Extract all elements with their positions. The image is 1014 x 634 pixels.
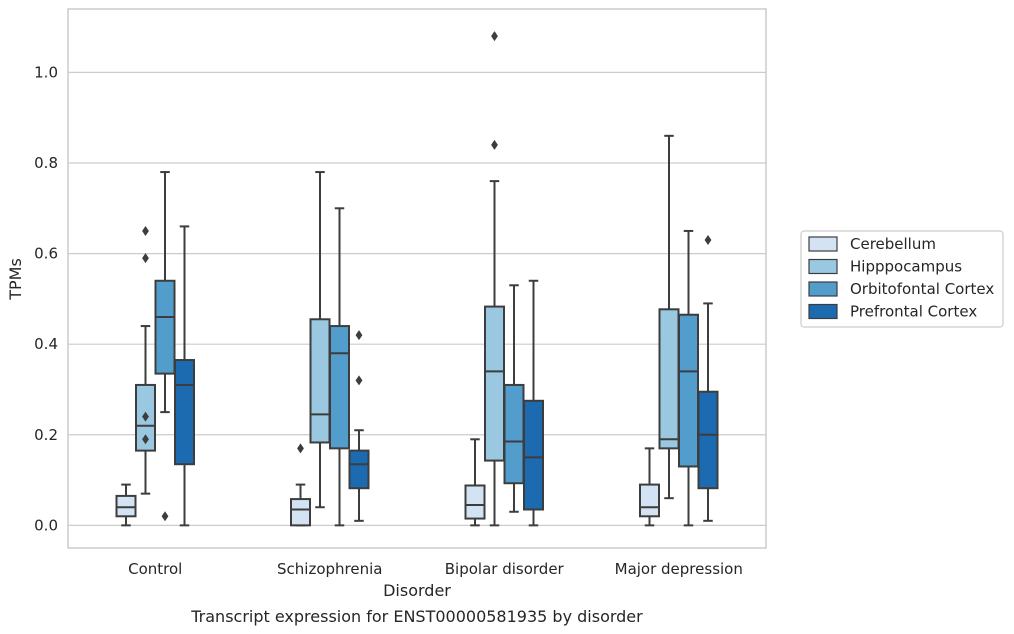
box <box>658 308 680 450</box>
y-axis-label: TPMs <box>6 258 25 301</box>
outlier-point <box>491 139 498 150</box>
y-tick-label: 0.2 <box>34 426 58 444</box>
legend-label: Hipppocampus <box>850 258 962 276</box>
y-tick-label: 0.0 <box>34 516 58 534</box>
box-hipppocampus <box>658 134 680 500</box>
box <box>503 383 525 485</box>
outlier-point <box>142 253 149 264</box>
box-prefrontal-cortex <box>523 279 544 527</box>
box-cerebellum <box>639 447 660 527</box>
outlier-point <box>355 375 363 386</box>
outlier-point <box>142 411 149 422</box>
outlier-point <box>142 225 149 236</box>
box-prefrontal-cortex <box>697 235 719 522</box>
outlier-point <box>355 330 363 341</box>
box <box>678 313 699 468</box>
x-axis-ticks: Control Schizophrenia Bipolar disorder Majo… <box>128 560 743 578</box>
box <box>464 484 486 520</box>
y-axis-ticks: 0.0 0.2 0.4 0.6 0.8 1.0 <box>34 63 58 534</box>
x-tick-label: Bipolar disorder <box>445 560 565 578</box>
box <box>329 325 350 450</box>
y-tick-label: 0.6 <box>34 245 58 263</box>
x-tick-label: Control <box>128 560 182 578</box>
box <box>154 279 176 375</box>
box-prefrontal-cortex <box>174 225 195 527</box>
box <box>639 483 660 518</box>
y-tick-label: 1.0 <box>34 63 58 81</box>
box-hipppocampus <box>135 225 156 495</box>
outlier-point <box>142 434 149 445</box>
box-prefrontal-cortex <box>348 330 370 522</box>
x-tick-label: Schizophrenia <box>277 560 382 578</box>
box <box>115 494 137 518</box>
x-axis-label: Disorder <box>383 581 451 600</box>
box-cerebellum <box>290 443 311 527</box>
box-orbitofontal-cortex <box>154 171 176 522</box>
box-hipppocampus <box>484 31 505 527</box>
box <box>523 399 544 511</box>
outlier-point <box>297 443 304 454</box>
legend-label: Prefrontal Cortex <box>850 303 977 321</box>
box <box>174 359 195 466</box>
box-plot-area <box>115 31 719 527</box>
box-orbitofontal-cortex <box>678 229 699 527</box>
legend-swatch <box>808 236 838 252</box>
box <box>697 390 719 490</box>
legend-label: Cerebellum <box>850 235 936 253</box>
legend: Cerebellum Hipppocampus Orbitofontal Corte… <box>800 230 1004 328</box>
legend-swatch <box>808 303 838 320</box>
box-hipppocampus <box>309 171 331 509</box>
box-cerebellum <box>464 438 486 527</box>
chart-caption: Transcript expression for ENST0000058193… <box>190 607 643 626</box>
box <box>290 498 311 527</box>
box <box>484 305 505 462</box>
legend-swatch <box>808 281 838 297</box>
box <box>309 318 331 444</box>
box-cerebellum <box>115 483 137 527</box>
plot-frame <box>67 8 767 549</box>
box-orbitofontal-cortex <box>503 284 525 513</box>
outlier-point <box>704 235 712 245</box>
y-tick-label: 0.8 <box>34 154 58 172</box>
box <box>348 449 370 490</box>
x-tick-label: Major depression <box>615 560 743 578</box>
y-tick-label: 0.4 <box>34 335 58 353</box>
legend-frame <box>800 230 1004 328</box>
legend-swatch <box>808 258 838 275</box>
outlier-point <box>491 31 498 42</box>
box-orbitofontal-cortex <box>329 207 350 527</box>
outlier-point <box>161 511 169 522</box>
legend-label: Orbitofontal Cortex <box>850 280 994 298</box>
